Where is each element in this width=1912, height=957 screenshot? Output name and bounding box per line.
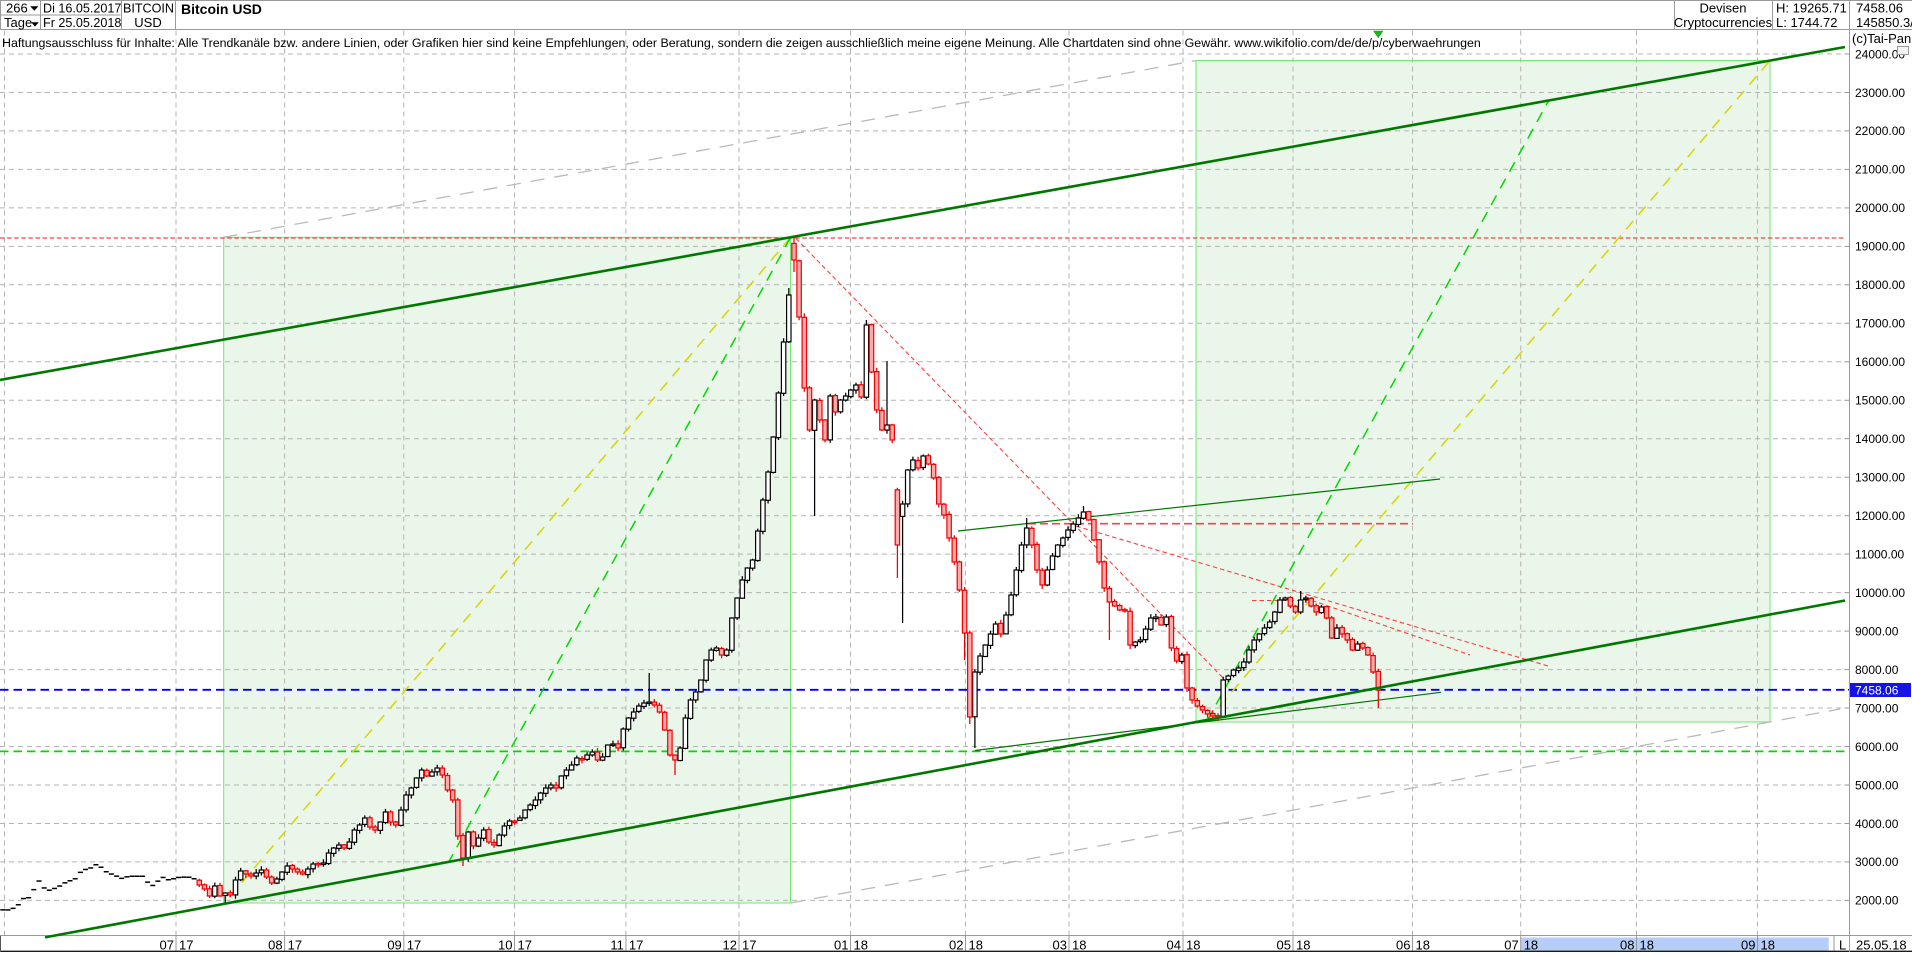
svg-text:3000.00: 3000.00 (1855, 855, 1899, 869)
svg-text:2000.00: 2000.00 (1855, 894, 1899, 908)
svg-text:18: 18 (1640, 938, 1654, 953)
svg-text:15000.00: 15000.00 (1855, 394, 1905, 408)
svg-text:23000.00: 23000.00 (1855, 86, 1905, 100)
svg-text:18: 18 (969, 938, 983, 953)
svg-text:17: 17 (288, 938, 302, 953)
svg-text:17: 17 (742, 938, 756, 953)
svg-text:145850.3/: 145850.3/ (1856, 15, 1912, 30)
svg-text:H: 19265.71: H: 19265.71 (1776, 1, 1847, 16)
svg-text:17: 17 (629, 938, 643, 953)
svg-text:17: 17 (518, 938, 532, 953)
svg-text:13000.00: 13000.00 (1855, 471, 1905, 485)
svg-text:12: 12 (723, 938, 737, 953)
svg-text:07: 07 (1504, 938, 1518, 953)
svg-text:18: 18 (1186, 938, 1200, 953)
svg-text:(c)Tai-Pan: (c)Tai-Pan (1852, 31, 1911, 46)
svg-text:08: 08 (1620, 938, 1634, 953)
svg-text:18000.00: 18000.00 (1855, 278, 1905, 292)
svg-text:L: L (1839, 938, 1846, 953)
svg-text:L: 1744.72: L: 1744.72 (1776, 15, 1837, 30)
svg-text:7458.06: 7458.06 (1856, 1, 1903, 16)
svg-text:17: 17 (179, 938, 193, 953)
svg-text:25.05.18: 25.05.18 (1856, 938, 1907, 953)
svg-text:07: 07 (160, 938, 174, 953)
svg-text:16000.00: 16000.00 (1855, 355, 1905, 369)
svg-text:Cryptocurrencies: Cryptocurrencies (1674, 15, 1773, 30)
svg-text:18: 18 (854, 938, 868, 953)
svg-text:7000.00: 7000.00 (1855, 701, 1899, 715)
svg-text:Tage: Tage (4, 15, 32, 30)
svg-text:Bitcoin USD: Bitcoin USD (181, 1, 262, 17)
svg-text:8000.00: 8000.00 (1855, 663, 1899, 677)
svg-text:05: 05 (1277, 938, 1291, 953)
svg-text:04: 04 (1167, 938, 1181, 953)
svg-text:5000.00: 5000.00 (1855, 778, 1899, 792)
svg-text:4000.00: 4000.00 (1855, 817, 1899, 831)
svg-text:18: 18 (1296, 938, 1310, 953)
svg-text:18: 18 (1524, 938, 1538, 953)
svg-text:BITCOIN: BITCOIN (123, 2, 174, 16)
svg-text:21000.00: 21000.00 (1855, 163, 1905, 177)
svg-text:Di 16.05.2017: Di 16.05.2017 (43, 2, 121, 16)
svg-text:20000.00: 20000.00 (1855, 201, 1905, 215)
svg-text:USD: USD (134, 15, 161, 30)
svg-text:266: 266 (6, 1, 28, 16)
svg-text:10000.00: 10000.00 (1855, 586, 1905, 600)
svg-text:6000.00: 6000.00 (1855, 740, 1899, 754)
svg-text:22000.00: 22000.00 (1855, 124, 1905, 138)
svg-text:09: 09 (1741, 938, 1755, 953)
svg-text:19000.00: 19000.00 (1855, 240, 1905, 254)
svg-text:Fr 25.05.2018: Fr 25.05.2018 (43, 16, 121, 30)
svg-text:02: 02 (949, 938, 963, 953)
svg-text:11000.00: 11000.00 (1855, 547, 1904, 561)
svg-text:10: 10 (498, 938, 512, 953)
svg-text:01: 01 (834, 938, 848, 953)
svg-text:12000.00: 12000.00 (1855, 509, 1905, 523)
svg-text:7458.06: 7458.06 (1855, 683, 1899, 697)
svg-text:14000.00: 14000.00 (1855, 432, 1905, 446)
svg-text:24000.00: 24000.00 (1855, 47, 1905, 61)
svg-text:9000.00: 9000.00 (1855, 624, 1899, 638)
svg-text:11: 11 (610, 938, 624, 953)
svg-text:18: 18 (1072, 938, 1086, 953)
svg-text:17: 17 (407, 938, 421, 953)
svg-text:08: 08 (268, 938, 282, 953)
svg-text:Haftungsausschluss für Inhalte: Haftungsausschluss für Inhalte: Alle Tre… (2, 36, 1481, 50)
svg-text:03: 03 (1053, 938, 1067, 953)
svg-text:18: 18 (1416, 938, 1430, 953)
svg-text:06: 06 (1396, 938, 1410, 953)
svg-text:17000.00: 17000.00 (1855, 317, 1905, 331)
svg-text:09: 09 (387, 938, 401, 953)
svg-text:18: 18 (1761, 938, 1775, 953)
svg-text:Devisen: Devisen (1700, 1, 1747, 16)
